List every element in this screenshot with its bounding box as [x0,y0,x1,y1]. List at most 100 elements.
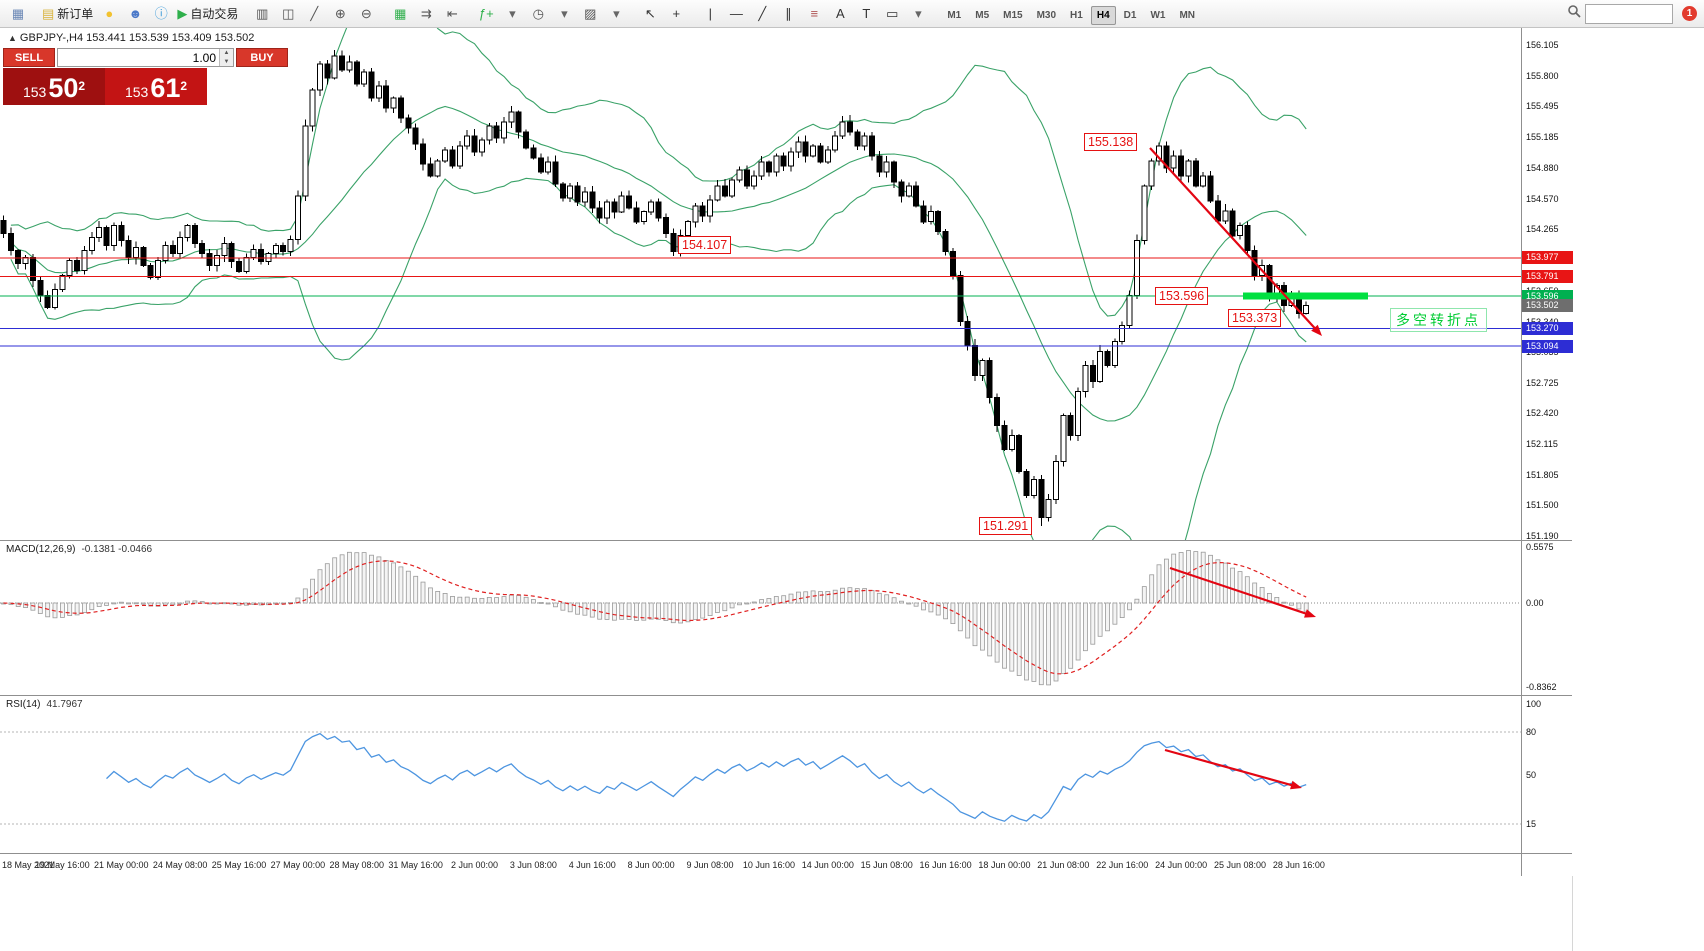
fibonacci-icon[interactable]: ≡ [801,3,827,25]
timeframe-d1[interactable]: D1 [1123,9,1137,21]
indicators-dropdown-icon[interactable]: ▾ [499,3,525,25]
search-box [1567,3,1673,24]
timeframe-m30[interactable]: M30 [1036,9,1057,21]
time-axis-label: 8 Jun 00:00 [627,860,675,870]
panel-separator[interactable] [0,853,1572,854]
timeframe-h1[interactable]: H1 [1070,9,1083,21]
periods-icon[interactable]: ◷ [525,3,551,25]
time-axis[interactable]: 18 May 2021 19 May 16:00 21 May 00:00 24 Ma… [0,854,1521,876]
time-axis-label: 18 Jun 00:00 [978,860,1031,870]
volume-down-icon[interactable]: ▼ [220,57,233,66]
price-axis-label: 154.570 [1526,194,1559,204]
price-axis-label: 152.420 [1526,408,1559,418]
trendline-icon: ╱ [758,6,767,21]
time-axis-label: 18 May 2021 [2,860,55,870]
timeframe-m15[interactable]: M15 [1003,9,1023,21]
chart-window-icon: ▦ [11,6,25,21]
time-axis-label: 25 May 16:00 [211,860,267,870]
price-chart[interactable]: ▲ GBPJPY-,H4 153.441 153.539 153.409 153.… [0,0,1521,589]
algo-trading-button[interactable]: ▶ 自动交易 [174,3,241,25]
zoom-out-icon[interactable]: ⊖ [353,3,379,25]
indicators-icon[interactable]: ƒ+ [473,3,499,25]
timeframe-mn[interactable]: MN [1179,9,1195,21]
price-axis[interactable]: 156.105 155.800 155.495 155.185 154.880 154.5… [1521,28,1573,876]
rsi-title: RSI(14) 41.7967 [6,699,83,710]
tile-windows-icon: ▦ [394,6,407,21]
candlestick-chart-icon[interactable]: ◫ [275,3,301,25]
community-icon[interactable]: ☻ [122,3,148,25]
time-axis-label: 2 Jun 00:00 [451,860,499,870]
community-icon: ☻ [128,6,143,21]
templates-icon[interactable]: ▨ [577,3,603,25]
trendline-icon[interactable]: ╱ [749,3,775,25]
indicators-icon: ƒ+ [478,6,494,21]
price-axis-label: 152.115 [1526,439,1558,449]
price-axis-label: 155.800 [1526,71,1559,81]
zoom-in-icon[interactable]: ⊕ [327,3,353,25]
vertical-line-icon[interactable]: | [697,3,723,25]
channel-icon[interactable]: ∥ [775,3,801,25]
new-order-button[interactable]: ▤ 新订单 [39,3,96,25]
candlestick-canvas[interactable] [0,0,1521,589]
time-axis-label: 15 Jun 08:00 [860,860,913,870]
price-axis-label: 155.185 [1526,132,1559,142]
lightbulb-icon[interactable]: ● [96,3,122,25]
time-axis-label: 22 Jun 16:00 [1096,860,1149,870]
templates-dropdown-icon[interactable]: ▾ [603,3,629,25]
chart-shift-icon[interactable]: ⇤ [439,3,465,25]
macd-title: MACD(12,26,9) -0.1381 -0.0466 [6,544,153,555]
search-input[interactable] [1585,3,1673,24]
price-axis-label: 151.805 [1526,470,1559,480]
chart-window-icon[interactable]: ▦ [5,3,31,25]
timeframe-h4[interactable]: H4 [1090,5,1116,25]
bar-chart-icon[interactable]: ▥ [249,3,275,25]
timeframe-buttons: M1 M5 M15 M30 H1 H4 D1 W1 MN [940,5,1202,25]
autoscroll-icon: ⇉ [420,6,432,21]
time-axis-label: 19 May 16:00 [35,860,90,870]
tile-windows-icon[interactable]: ▦ [387,3,413,25]
autoscroll-icon[interactable]: ⇉ [413,3,439,25]
periods-icon: ◷ [532,6,544,21]
rsi-panel[interactable]: RSI(14) 41.7967 [0,696,1521,853]
horizontal-line-icon[interactable]: — [723,3,749,25]
periods-dropdown-icon: ▾ [561,6,568,21]
time-axis-label: 27 May 00:00 [270,860,326,870]
shapes-dropdown-icon[interactable]: ▾ [905,3,931,25]
cursor-icon[interactable]: ↖ [637,3,663,25]
volume-stepper: ▲▼ [57,48,234,67]
shapes-icon[interactable]: ▭ [879,3,905,25]
panel-separator[interactable] [0,540,1572,541]
time-axis-label: 28 Jun 16:00 [1272,860,1325,870]
label-icon[interactable]: T [853,3,879,25]
candlestick-chart-icon: ◫ [282,6,295,21]
line-chart-icon[interactable]: ╱ [301,3,327,25]
macd-axis-label: -0.8362 [1526,682,1557,692]
periods-dropdown-icon[interactable]: ▾ [551,3,577,25]
timeframe-m1[interactable]: M1 [947,9,962,21]
sell-price[interactable]: 153 50 2 [3,68,105,105]
panel-separator[interactable] [0,695,1572,696]
volume-input[interactable] [58,49,219,66]
rsi-axis-label: 80 [1526,727,1537,737]
channel-icon: ∥ [785,6,792,21]
sell-button[interactable]: SELL [3,48,55,67]
price-line-tag: 153.791 [1522,270,1573,283]
horizontal-line-icon: — [729,6,743,21]
timeframe-m5[interactable]: M5 [975,9,990,21]
time-axis-label: 21 Jun 08:00 [1037,860,1090,870]
buy-price[interactable]: 153 61 2 [105,68,207,105]
text-icon: A [835,6,845,21]
volume-up-icon[interactable]: ▲ [220,49,233,58]
info-icon[interactable]: ⓘ [148,3,174,25]
notification-badge[interactable]: 1 [1682,6,1697,21]
volume-spin-buttons[interactable]: ▲ ▼ [219,49,233,66]
text-icon[interactable]: A [827,3,853,25]
price-axis-label: 151.500 [1526,500,1559,510]
new-order-button-label: 新订单 [57,7,94,21]
crosshair-icon[interactable]: + [663,3,689,25]
timeframe-w1[interactable]: W1 [1150,9,1166,21]
macd-panel[interactable]: MACD(12,26,9) -0.1381 -0.0466 [0,541,1521,695]
indicators-dropdown-icon: ▾ [509,6,516,21]
buy-button[interactable]: BUY [236,48,288,67]
